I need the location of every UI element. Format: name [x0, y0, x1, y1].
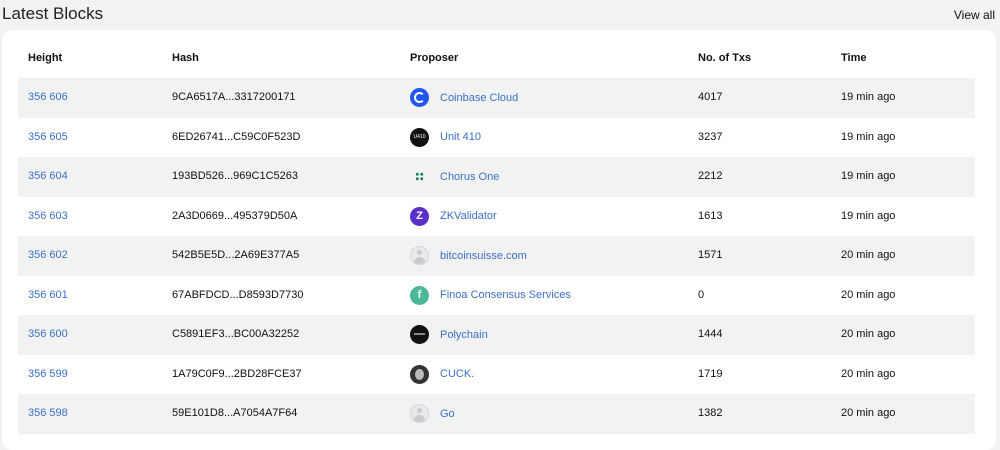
- tx-count: 4017: [698, 91, 723, 103]
- block-height-link[interactable]: 356 599: [28, 367, 68, 380]
- proposer-cell: f Finoa Consensus Services: [410, 285, 571, 305]
- coinbase-logo-icon: [410, 88, 429, 107]
- proposer-cell: Go: [410, 404, 455, 423]
- block-time: 20 min ago: [841, 249, 896, 261]
- block-hash: C5891EF3...BC00A32252: [172, 328, 300, 340]
- block-height-link[interactable]: 356 605: [28, 130, 68, 143]
- table-row: 356 602 542B5E5D...2A69E377A5 bitcoinsui…: [18, 236, 975, 276]
- block-hash: 9CA6517A...3317200171: [172, 91, 296, 103]
- default-avatar-icon: [410, 404, 429, 423]
- polychain-logo-icon: [410, 325, 429, 344]
- block-time: 19 min ago: [841, 170, 896, 182]
- tx-count: 1571: [698, 249, 723, 261]
- column-header-proposer: Proposer: [410, 52, 459, 64]
- block-height-link[interactable]: 356 604: [28, 170, 68, 182]
- column-header-hash: Hash: [172, 52, 199, 64]
- proposer-cell: Coinbase Cloud: [410, 88, 518, 107]
- tx-count: 1444: [698, 328, 723, 340]
- cuck-logo-icon: [410, 364, 429, 384]
- block-height-link[interactable]: 356 603: [28, 209, 68, 222]
- proposer-link[interactable]: Go: [440, 407, 455, 420]
- table-body: 356 606 9CA6517A...3317200171 Coinbase C…: [18, 78, 975, 434]
- proposer-link[interactable]: bitcoinsuisse.com: [440, 249, 527, 262]
- block-time: 19 min ago: [841, 209, 896, 222]
- block-time: 20 min ago: [841, 407, 896, 419]
- block-height-link[interactable]: 356 600: [28, 328, 68, 340]
- block-time: 20 min ago: [841, 328, 896, 340]
- column-header-time: Time: [841, 52, 867, 64]
- block-height-link[interactable]: 356 601: [28, 288, 68, 301]
- block-height-link[interactable]: 356 598: [28, 407, 68, 419]
- zkvalidator-logo-icon: Z: [410, 206, 429, 226]
- block-height-link[interactable]: 356 606: [28, 91, 68, 103]
- table-header: Height Hash Proposer No. of Txs Time: [18, 52, 975, 68]
- table-row: 356 606 9CA6517A...3317200171 Coinbase C…: [18, 78, 975, 118]
- table-row: 356 605 6ED26741...C59C0F523D U410 Unit …: [18, 118, 975, 158]
- proposer-link[interactable]: Unit 410: [440, 131, 481, 143]
- tx-count: 1382: [698, 407, 723, 419]
- proposer-link[interactable]: Finoa Consensus Services: [440, 289, 571, 301]
- tx-count: 1719: [698, 367, 723, 380]
- block-hash: 67ABFDCD...D8593D7730: [172, 288, 304, 301]
- table-row: 356 598 59E101D8...A7054A7F64 Go 1382 20…: [18, 394, 975, 434]
- section-title: Latest Blocks: [2, 4, 104, 23]
- table-row: 356 603 2A3D0669...495379D50A Z ZKValida…: [18, 197, 975, 237]
- proposer-cell: bitcoinsuisse.com: [410, 246, 527, 265]
- table-row: 356 599 1A79C0F9...2BD28FCE37 CUCK. 1719…: [18, 355, 975, 395]
- proposer-cell: Z ZKValidator: [410, 206, 497, 226]
- column-header-height: Height: [28, 52, 63, 64]
- proposer-link[interactable]: Polychain: [440, 328, 488, 341]
- latest-blocks-table: Height Hash Proposer No. of Txs Time 356…: [2, 30, 996, 450]
- finoa-logo-icon: f: [410, 285, 429, 305]
- proposer-cell: U410 Unit 410: [410, 127, 481, 147]
- proposer-cell: CUCK.: [410, 364, 475, 384]
- tx-count: 1613: [698, 209, 723, 222]
- block-hash: 6ED26741...C59C0F523D: [172, 130, 301, 143]
- block-hash: 1A79C0F9...2BD28FCE37: [172, 367, 302, 380]
- block-time: 20 min ago: [841, 367, 896, 380]
- table-row: 356 601 67ABFDCD...D8593D7730 f Finoa Co…: [18, 276, 975, 316]
- section-header: Latest Blocks View all: [0, 0, 1000, 30]
- view-all-link[interactable]: View all: [953, 8, 995, 22]
- block-time: 20 min ago: [841, 288, 896, 301]
- block-hash: 193BD526...969C1C5263: [172, 170, 298, 182]
- table-row: 356 600 C5891EF3...BC00A32252 Polychain …: [18, 315, 975, 355]
- table-row: 356 604 193BD526...969C1C5263 Chorus One…: [18, 157, 975, 197]
- block-hash: 542B5E5D...2A69E377A5: [172, 249, 300, 261]
- block-time: 19 min ago: [841, 130, 896, 143]
- default-avatar-icon: [410, 246, 429, 265]
- proposer-link[interactable]: CUCK.: [440, 368, 475, 380]
- proposer-link[interactable]: ZKValidator: [440, 210, 497, 222]
- proposer-cell: Polychain: [410, 325, 488, 344]
- block-height-link[interactable]: 356 602: [28, 249, 68, 261]
- block-time: 19 min ago: [841, 91, 896, 103]
- tx-count: 2212: [698, 170, 723, 182]
- proposer-link[interactable]: Chorus One: [440, 170, 500, 183]
- block-hash: 59E101D8...A7054A7F64: [172, 407, 298, 419]
- tx-count: 3237: [698, 130, 723, 143]
- chorus-one-logo-icon: [410, 167, 429, 186]
- proposer-link[interactable]: Coinbase Cloud: [440, 91, 519, 104]
- unit410-logo-icon: U410: [410, 127, 429, 147]
- column-header-txs: No. of Txs: [698, 52, 752, 64]
- block-hash: 2A3D0669...495379D50A: [172, 209, 298, 222]
- proposer-cell: Chorus One: [410, 167, 499, 186]
- tx-count: 0: [698, 288, 705, 301]
